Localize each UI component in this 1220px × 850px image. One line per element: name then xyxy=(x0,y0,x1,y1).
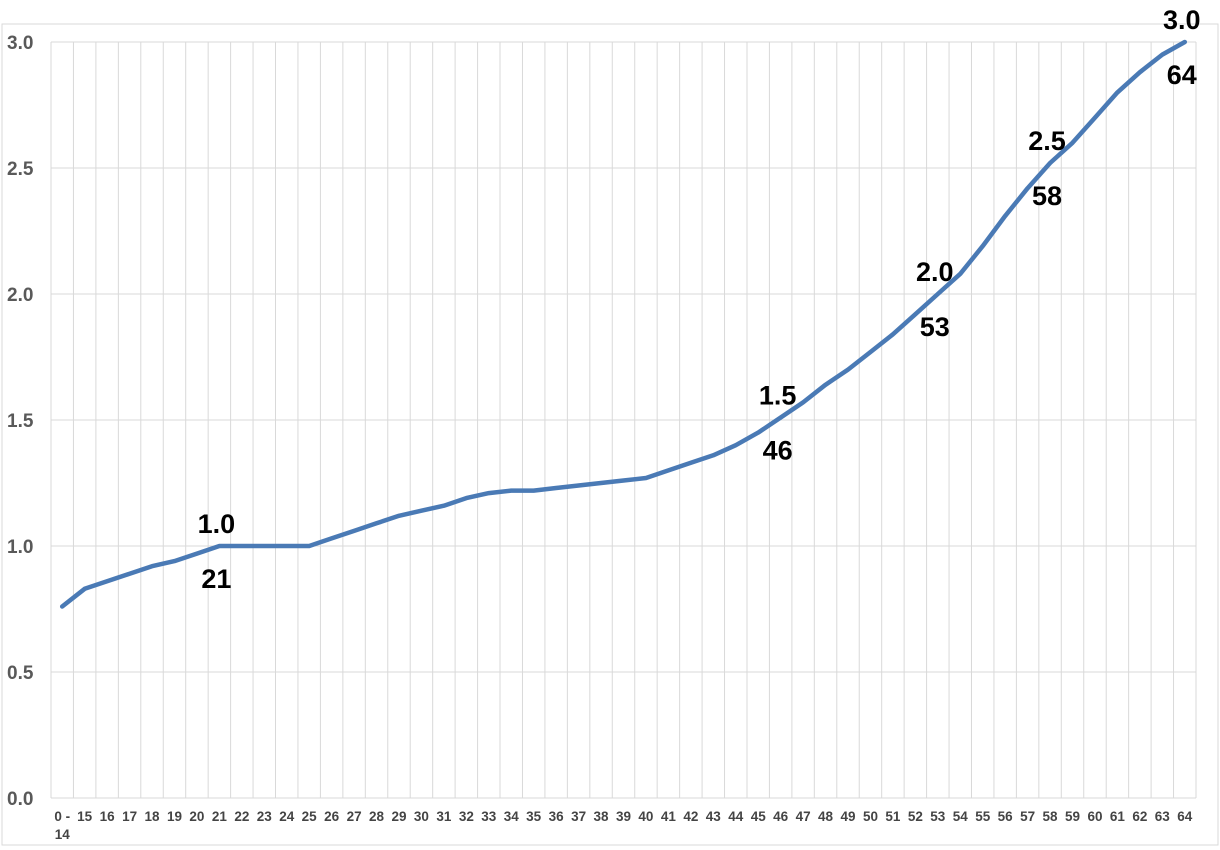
x-tick-label: 56 xyxy=(998,809,1014,824)
x-tick-label: 30 xyxy=(414,809,429,824)
x-tick-label: 27 xyxy=(347,809,362,824)
x-tick-label: 25 xyxy=(302,809,318,824)
data-label-value: 2.0 xyxy=(916,257,954,287)
data-label-value: 3.0 xyxy=(1163,5,1201,35)
x-tick-label: 63 xyxy=(1155,809,1171,824)
y-tick-label: 0.5 xyxy=(7,663,34,684)
y-tick-label: 1.5 xyxy=(7,411,34,432)
x-tick-label: 53 xyxy=(930,809,946,824)
x-tick-label: 19 xyxy=(167,809,182,824)
data-label-category: 64 xyxy=(1167,60,1197,90)
y-tick-label: 0.0 xyxy=(7,789,33,810)
x-tick-label: 26 xyxy=(324,809,340,824)
y-tick-label: 1.0 xyxy=(7,537,33,558)
x-tick-label: 61 xyxy=(1110,809,1126,824)
x-tick-label: 15 xyxy=(77,809,93,824)
x-tick-label: 42 xyxy=(683,809,698,824)
x-tick-label: 47 xyxy=(796,809,811,824)
data-label-category: 21 xyxy=(201,564,231,594)
x-tick-label: 45 xyxy=(751,809,767,824)
x-tick-label: 36 xyxy=(549,809,565,824)
x-tick-label: 58 xyxy=(1043,809,1059,824)
x-tick-label: 35 xyxy=(526,809,542,824)
x-tick-label: 48 xyxy=(818,809,834,824)
chart-border xyxy=(1,23,1219,846)
series-line xyxy=(59,39,1188,609)
x-tick-label: 51 xyxy=(885,809,901,824)
x-tick-label: 59 xyxy=(1065,809,1080,824)
x-tick-label: 39 xyxy=(616,809,631,824)
data-label-value: 2.5 xyxy=(1028,126,1066,156)
x-tick-label: 62 xyxy=(1132,809,1147,824)
x-tick-label: 50 xyxy=(863,809,878,824)
x-tick-label: 52 xyxy=(908,809,923,824)
x-tick-label: 22 xyxy=(234,809,249,824)
x-tick-label: 32 xyxy=(459,809,474,824)
x-tick-label: 46 xyxy=(773,809,789,824)
x-tick-label: 21 xyxy=(212,809,228,824)
x-tick-label: 29 xyxy=(391,809,406,824)
x-tick-label: 64 xyxy=(1177,809,1193,824)
data-label-category: 53 xyxy=(920,312,950,342)
x-tick-label: 18 xyxy=(145,809,161,824)
x-tick-label: 41 xyxy=(661,809,677,824)
y-tick-label: 3.0 xyxy=(7,33,33,54)
x-tick-label: 43 xyxy=(706,809,722,824)
x-tick-label: 40 xyxy=(638,809,653,824)
x-tick-label: 17 xyxy=(122,809,137,824)
x-tick-label: 38 xyxy=(594,809,610,824)
x-tick-label: 0 - xyxy=(54,809,70,824)
x-tick-label: 60 xyxy=(1087,809,1102,824)
data-label-category: 46 xyxy=(763,435,793,465)
x-tick-label: 57 xyxy=(1020,809,1035,824)
x-tick-label: 44 xyxy=(728,809,744,824)
y-tick-label: 2.5 xyxy=(7,159,34,180)
x-tick-label: 55 xyxy=(975,809,991,824)
x-tick-label: 31 xyxy=(436,809,452,824)
x-tick-label: 33 xyxy=(481,809,497,824)
data-label-value: 1.5 xyxy=(759,380,797,410)
x-tick-label: 28 xyxy=(369,809,385,824)
x-tick-label: 16 xyxy=(100,809,116,824)
x-tick-label: 37 xyxy=(571,809,586,824)
x-tick-label: 14 xyxy=(55,827,71,842)
x-tick-label: 20 xyxy=(189,809,204,824)
data-label-value: 1.0 xyxy=(198,509,236,539)
data-label-category: 58 xyxy=(1032,181,1062,211)
x-tick-label: 49 xyxy=(840,809,855,824)
x-tick-label: 23 xyxy=(257,809,273,824)
x-tick-label: 54 xyxy=(953,809,969,824)
x-tick-label: 24 xyxy=(279,809,295,824)
x-tick-label: 34 xyxy=(504,809,520,824)
y-tick-label: 2.0 xyxy=(7,285,33,306)
